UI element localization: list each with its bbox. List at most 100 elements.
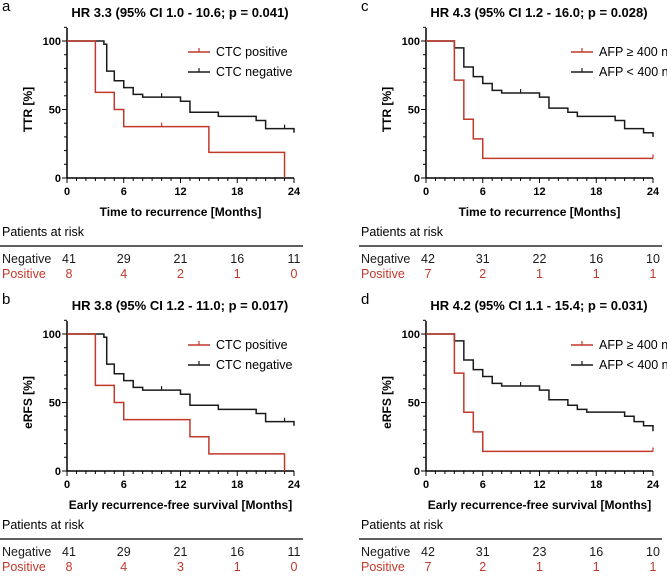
risk-count: 1 (234, 267, 241, 281)
risk-count: 1 (650, 267, 657, 281)
risk-row-label: Negative (2, 545, 51, 559)
risk-row-label: Positive (2, 267, 46, 281)
y-tick-label: 50 (49, 398, 61, 410)
y-axis-label: eRFS [%] (21, 376, 35, 429)
risk-count: 41 (62, 545, 76, 559)
chart-title: HR 3.3 (95% CI 1.0 - 10.6; p = 0.041) (71, 5, 288, 20)
x-tick-label: 18 (231, 479, 243, 491)
survival-curve-negative (426, 40, 654, 137)
risk-count: 42 (421, 252, 435, 266)
risk-row-label: Positive (361, 560, 405, 574)
x-axis-label: Early recurrence-free survival [Months] (69, 498, 292, 512)
x-tick-label: 18 (590, 479, 602, 491)
risk-table-title: Patients at risk (2, 225, 85, 239)
y-axis-label: TTR [%] (21, 87, 35, 132)
legend-label: CTC negative (216, 65, 292, 79)
risk-row-label: Negative (2, 252, 51, 266)
y-tick-label: 100 (43, 329, 61, 341)
x-tick-label: 0 (423, 479, 429, 491)
risk-count: 4 (120, 267, 127, 281)
risk-count: 41 (62, 252, 76, 266)
x-tick-label: 24 (288, 186, 301, 198)
risk-table-title: Patients at risk (361, 518, 444, 532)
risk-count: 1 (593, 267, 600, 281)
survival-curve-negative (426, 333, 654, 432)
x-tick-label: 12 (174, 186, 186, 198)
risk-count: 1 (593, 560, 600, 574)
risk-count: 16 (589, 252, 603, 266)
x-tick-label: 12 (533, 186, 545, 198)
panel-label: a (2, 0, 11, 15)
risk-count: 22 (533, 252, 547, 266)
risk-count: 0 (291, 560, 298, 574)
y-tick-label: 100 (402, 329, 420, 341)
risk-table-title: Patients at risk (361, 225, 444, 239)
x-tick-label: 6 (480, 186, 486, 198)
y-tick-label: 0 (55, 173, 61, 185)
y-tick-label: 100 (43, 36, 61, 48)
survival-curve-negative (67, 40, 295, 133)
risk-row-label: Negative (361, 252, 410, 266)
risk-count: 11 (288, 545, 301, 559)
survival-curve-negative (67, 333, 295, 426)
x-tick-label: 0 (64, 479, 70, 491)
risk-count: 42 (421, 545, 435, 559)
y-tick-label: 0 (414, 173, 420, 185)
y-tick-label: 0 (55, 466, 61, 478)
risk-count: 1 (536, 560, 543, 574)
risk-count: 16 (589, 545, 603, 559)
y-tick-label: 50 (408, 105, 420, 117)
risk-count: 10 (646, 545, 660, 559)
risk-count: 11 (288, 252, 301, 266)
x-tick-label: 12 (533, 479, 545, 491)
risk-count: 29 (117, 252, 131, 266)
risk-count: 8 (66, 560, 73, 574)
risk-count: 1 (234, 560, 241, 574)
y-axis-label: TTR [%] (380, 87, 394, 132)
x-tick-label: 6 (480, 479, 486, 491)
survival-curve-positive (426, 40, 653, 160)
risk-count: 23 (533, 545, 547, 559)
panel-d: d HR 4.2 (95% CI 1.1 - 15.4; p = 0.031) 0 6… (359, 291, 667, 574)
risk-count: 29 (117, 545, 131, 559)
x-tick-label: 12 (174, 479, 186, 491)
x-tick-label: 24 (647, 479, 660, 491)
risk-row-label: Negative (361, 545, 410, 559)
x-tick-label: 18 (231, 186, 243, 198)
chart-title: HR 3.8 (95% CI 1.2 - 11.0; p = 0.017) (72, 298, 288, 313)
survival-curve-positive (67, 333, 286, 471)
legend-label: CTC positive (216, 45, 288, 59)
risk-count: 21 (174, 252, 188, 266)
y-tick-label: 50 (49, 105, 61, 117)
chart-title: HR 4.2 (95% CI 1.1 - 15.4; p = 0.031) (430, 298, 647, 313)
y-axis-label: eRFS [%] (380, 376, 394, 429)
risk-count: 31 (476, 252, 490, 266)
x-tick-label: 18 (590, 186, 602, 198)
legend-label: CTC negative (216, 358, 292, 372)
risk-count: 7 (425, 560, 432, 574)
panel-a: a HR 3.3 (95% CI 1.0 - 10.6; p = 0.041) 0 6… (0, 0, 303, 281)
y-tick-label: 0 (414, 466, 420, 478)
survival-curve-positive (426, 333, 653, 453)
legend-label: AFP ≥ 400 ng/ml (599, 45, 667, 59)
risk-count: 10 (646, 252, 660, 266)
x-tick-label: 6 (121, 479, 127, 491)
x-tick-label: 24 (647, 186, 660, 198)
legend-label: AFP < 400 ng/ml (599, 65, 667, 79)
risk-count: 4 (120, 560, 127, 574)
risk-count: 31 (476, 545, 490, 559)
legend-label: CTC positive (216, 338, 288, 352)
risk-table-title: Patients at risk (2, 518, 85, 532)
x-tick-label: 24 (288, 479, 301, 491)
risk-count: 1 (536, 267, 543, 281)
y-tick-label: 50 (408, 398, 420, 410)
chart-title: HR 4.3 (95% CI 1.2 - 16.0; p = 0.028) (430, 5, 647, 20)
x-axis-label: Time to recurrence [Months] (100, 205, 262, 219)
risk-row-label: Positive (361, 267, 405, 281)
panel-label: d (361, 291, 369, 308)
survival-curve-positive (67, 40, 286, 178)
legend-label: AFP < 400 ng/ml (599, 358, 667, 372)
risk-count: 1 (650, 560, 657, 574)
risk-count: 2 (479, 560, 486, 574)
